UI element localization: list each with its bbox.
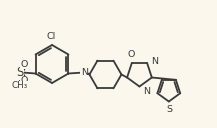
Text: S: S xyxy=(167,105,173,114)
Text: CH₃: CH₃ xyxy=(12,81,28,90)
Text: N: N xyxy=(151,57,158,66)
Text: N: N xyxy=(81,68,88,77)
Text: N: N xyxy=(143,88,150,97)
Text: O: O xyxy=(127,50,135,60)
Text: O: O xyxy=(21,76,28,85)
Text: S: S xyxy=(16,66,23,79)
Text: O: O xyxy=(21,60,28,69)
Text: Cl: Cl xyxy=(46,32,56,41)
